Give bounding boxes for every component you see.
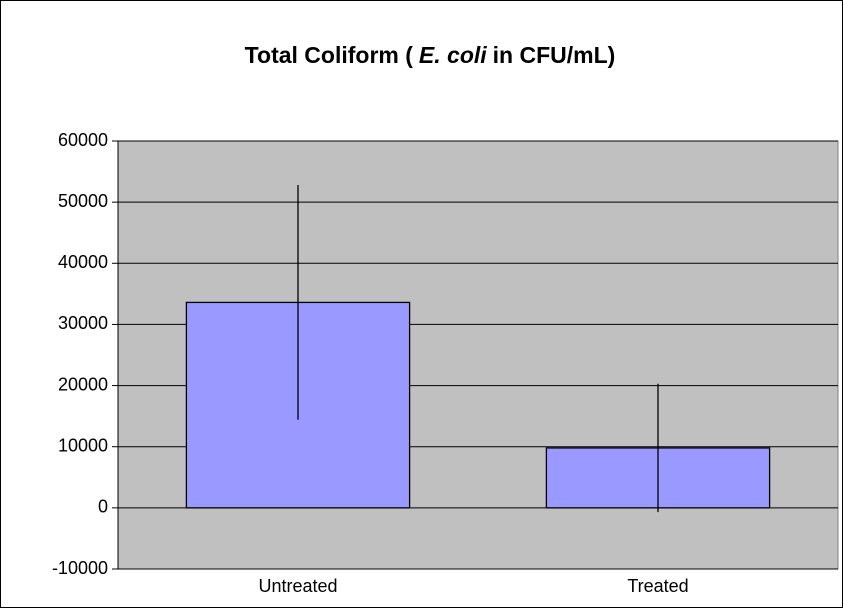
y-tick-label: 40000 <box>58 252 108 272</box>
y-tick-label: -10000 <box>52 558 108 578</box>
title-run: in CFU/mL) <box>493 42 616 68</box>
y-tick-label: 30000 <box>58 313 108 333</box>
y-tick-label: 10000 <box>58 435 108 455</box>
title-run: E. coli <box>419 42 487 68</box>
x-tick-label: Untreated <box>258 576 337 596</box>
y-tick-label: 50000 <box>58 191 108 211</box>
title-run: Total Coliform ( <box>245 42 414 68</box>
y-tick-label: 20000 <box>58 374 108 394</box>
y-tick-label: 0 <box>98 497 108 517</box>
y-tick-label: 60000 <box>58 130 108 150</box>
chart-title: Total Coliform (E. coli in CFU/mL) <box>245 42 616 68</box>
x-tick-label: Treated <box>627 576 688 596</box>
